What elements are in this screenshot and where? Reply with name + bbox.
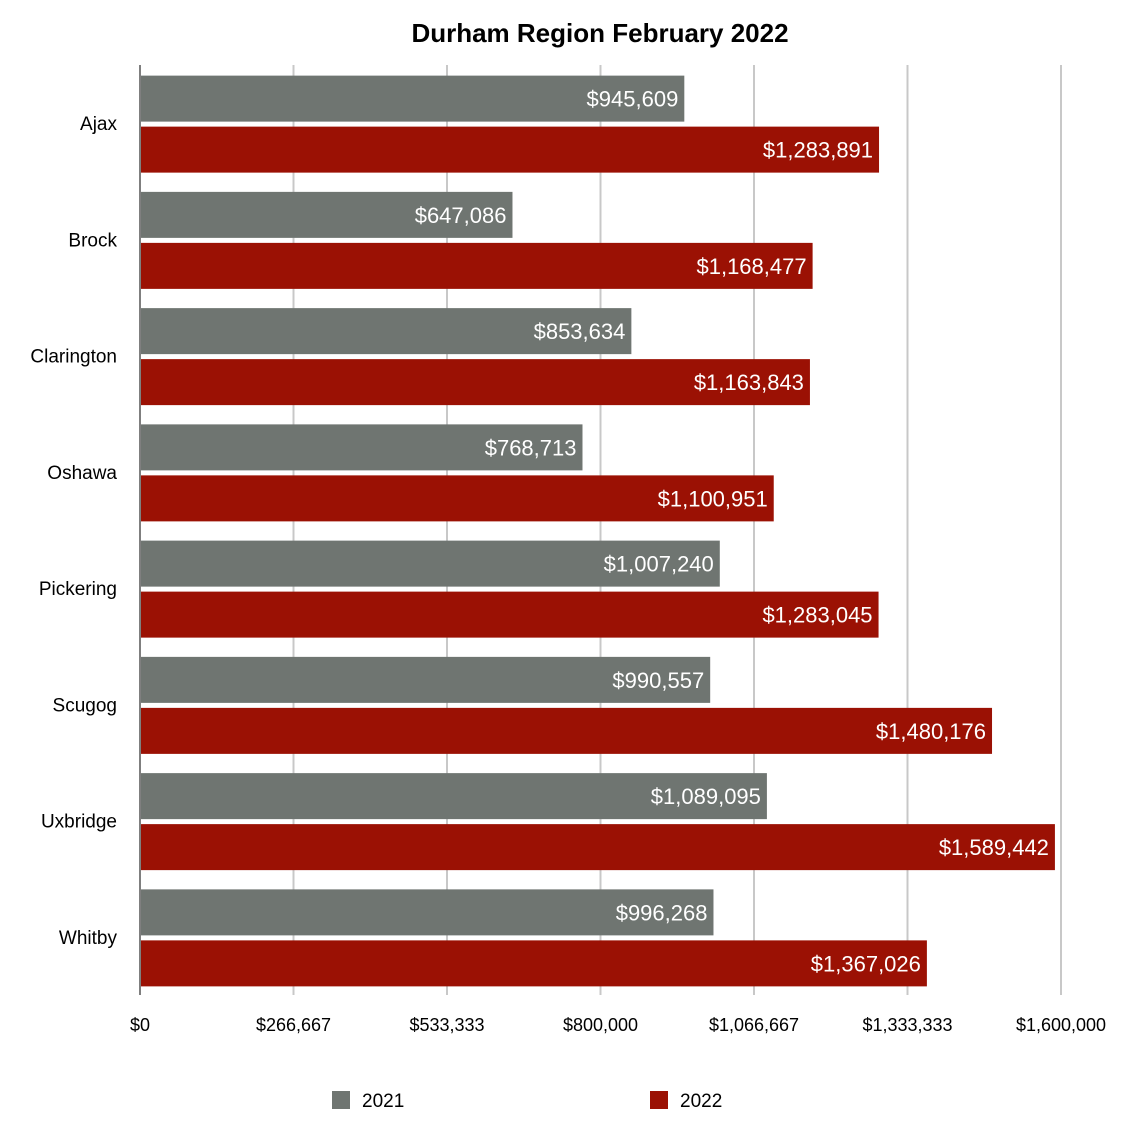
- x-tick-label: $1,066,667: [709, 1015, 799, 1035]
- legend-swatch-2021: [332, 1091, 350, 1109]
- bar-2021: [141, 889, 714, 936]
- bar-2022: [141, 475, 774, 522]
- legend-label: 2022: [680, 1091, 722, 1112]
- bar-2022: [141, 940, 927, 987]
- bar-2021: [141, 540, 720, 587]
- legend-swatch-2022: [650, 1091, 668, 1109]
- value-axis: $0 $266,667 $533,333 $800,000 $1,066,667 $1,3…: [130, 1015, 1106, 1035]
- category-label: Uxbridge: [41, 812, 117, 833]
- bar-2022: [141, 824, 1055, 871]
- category-label: Brock: [68, 230, 117, 251]
- bar-2022: [141, 242, 813, 289]
- category-label: Whitby: [59, 928, 118, 949]
- data-label: $1,089,095: [651, 784, 761, 809]
- data-label: $1,283,891: [763, 138, 873, 163]
- bar-2021: [141, 424, 583, 471]
- category-axis: Ajax Brock Clarington Oshawa Pickering Scugog…: [30, 114, 117, 949]
- data-label: $1,163,843: [694, 370, 804, 395]
- data-label: $647,086: [415, 203, 507, 228]
- bar-2021: [141, 75, 685, 122]
- x-tick-label: $266,667: [256, 1015, 331, 1035]
- data-label: $996,268: [616, 900, 708, 925]
- legend: 2021 2022: [332, 1091, 722, 1112]
- data-label: $1,589,442: [939, 835, 1049, 860]
- bar-2021: [141, 656, 711, 703]
- category-label: Oshawa: [47, 463, 117, 484]
- bar-2022: [141, 359, 810, 406]
- category-label: Pickering: [39, 579, 117, 600]
- data-label: $768,713: [485, 435, 577, 460]
- data-label: $990,557: [612, 668, 704, 693]
- category-label: Clarington: [30, 347, 117, 368]
- data-label: $1,100,951: [658, 486, 768, 511]
- data-label: $1,007,240: [604, 552, 714, 577]
- bar-2022: [141, 591, 879, 638]
- data-label: $1,283,045: [762, 603, 872, 628]
- bar-2021: [141, 191, 513, 238]
- bar-2021: [141, 773, 767, 820]
- legend-label: 2021: [362, 1091, 404, 1112]
- x-tick-label: $1,600,000: [1016, 1015, 1106, 1035]
- x-tick-label: $1,333,333: [862, 1015, 952, 1035]
- data-label: $1,168,477: [696, 254, 806, 279]
- category-label: Scugog: [53, 695, 117, 716]
- bar-2022: [141, 126, 880, 173]
- data-labels: $945,609 $1,283,891 $647,086 $1,168,477 $853…: [415, 87, 1049, 977]
- data-label: $853,634: [534, 319, 626, 344]
- category-label: Ajax: [80, 114, 117, 135]
- x-tick-label: $0: [130, 1015, 150, 1035]
- bars: [141, 75, 1055, 987]
- x-tick-label: $533,333: [409, 1015, 484, 1035]
- bar-2021: [141, 308, 632, 355]
- data-label: $945,609: [587, 87, 679, 112]
- data-label: $1,367,026: [811, 951, 921, 976]
- x-tick-label: $800,000: [563, 1015, 638, 1035]
- chart-title: Durham Region February 2022: [411, 18, 788, 48]
- data-label: $1,480,176: [876, 719, 986, 744]
- bar-2022: [141, 707, 993, 754]
